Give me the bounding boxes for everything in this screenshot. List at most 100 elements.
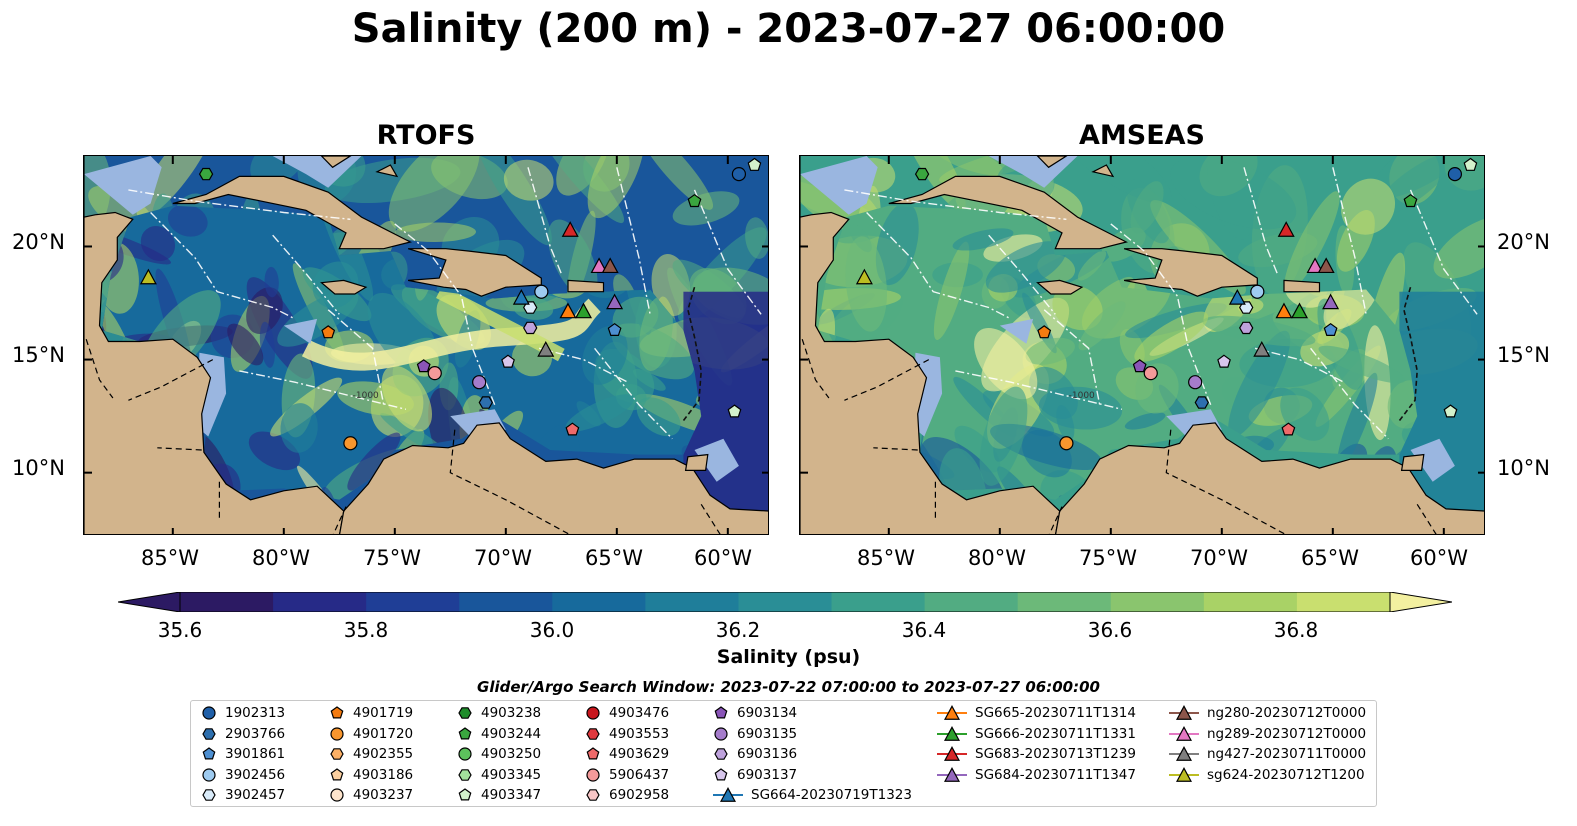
argo-float-marker	[1037, 325, 1052, 339]
colorbar-tick-label: 36.8	[1273, 618, 1319, 642]
pentagon-icon	[202, 747, 216, 760]
legend-marker	[943, 705, 961, 720]
hexagon-icon	[202, 727, 216, 740]
legend-label: 6903137	[737, 766, 798, 783]
hexagon-icon	[586, 727, 600, 740]
legend-label: 3901861	[225, 746, 286, 763]
legend-marker	[714, 706, 728, 719]
hexagon-icon	[330, 748, 344, 760]
argo-float-marker	[565, 422, 580, 436]
glider-marker	[575, 302, 593, 319]
lon-tick-label: 60°W	[694, 546, 752, 570]
argo-float-marker	[478, 396, 493, 409]
panel-title-amseas: AMSEAS	[1079, 120, 1205, 151]
legend-title: Glider/Argo Search Window: 2023-07-22 07…	[477, 678, 1100, 696]
triangle-icon	[1169, 705, 1199, 720]
legend-item: 6903136	[713, 744, 797, 764]
legend-marker	[458, 768, 472, 781]
argo-float-marker	[343, 436, 358, 451]
legend-label: SG664-20230719T1323	[751, 787, 912, 804]
hexagon-icon	[202, 789, 216, 802]
circle-icon	[714, 726, 728, 741]
legend-marker	[1175, 725, 1193, 741]
argo-float-marker	[1188, 375, 1203, 390]
circle-icon	[330, 788, 344, 802]
legend-marker	[202, 747, 216, 760]
glider-marker	[512, 288, 530, 305]
legend-marker	[1175, 766, 1193, 782]
glider-marker	[1275, 302, 1293, 319]
legend-item: 6903134	[713, 703, 797, 723]
colorbar-graphic	[117, 591, 1453, 613]
legend-item: SG664-20230719T1323	[713, 785, 912, 805]
argo-float-marker	[1323, 322, 1338, 336]
legend-marker	[586, 768, 600, 782]
legend-label: ng427-20230711T0000	[1207, 746, 1367, 763]
colorbar-tick-label: 35.8	[343, 618, 389, 642]
argo-float-marker	[1143, 366, 1158, 381]
legend-label: 3902456	[225, 766, 286, 783]
triangle-icon	[713, 787, 743, 803]
legend-item: 6903137	[713, 765, 797, 785]
legend-label: 4903237	[353, 787, 414, 804]
argo-float-marker	[523, 321, 538, 335]
map-panel-rtofs: -1000	[83, 155, 769, 535]
lat-tick-label: 15°N	[1497, 343, 1550, 367]
legend-item: 4903238	[457, 703, 541, 723]
legend-item: 4903347	[457, 785, 541, 805]
pentagon-icon	[714, 768, 728, 781]
legend-item: 3902456	[201, 765, 285, 785]
legend-marker	[943, 725, 961, 741]
argo-float-marker	[1132, 359, 1147, 373]
triangle-icon	[937, 725, 967, 741]
triangle-icon	[1169, 746, 1199, 762]
circle-icon	[202, 706, 216, 720]
argo-float-marker	[1239, 321, 1254, 335]
hexagon-icon	[714, 748, 728, 760]
colorbar-tick-label: 36.6	[1087, 618, 1133, 642]
legend-label: 4903186	[353, 766, 414, 783]
circle-icon	[202, 768, 216, 782]
legend-label: SG683-20230713T1239	[975, 746, 1136, 763]
legend-label: 5906437	[609, 766, 670, 783]
hexagon-icon	[586, 789, 600, 802]
glider-marker	[1306, 257, 1324, 274]
hexagon-icon	[458, 768, 472, 781]
lon-tick-label: 65°W	[585, 546, 643, 570]
lat-tick-label: 15°N	[12, 343, 65, 367]
argo-float-marker	[1447, 166, 1463, 182]
legend-marker	[586, 706, 600, 720]
glider-marker	[1277, 221, 1295, 237]
triangle-icon	[1169, 725, 1199, 741]
argo-float-marker	[472, 375, 487, 390]
legend-label: 4901720	[353, 725, 414, 742]
legend-item: 4903629	[585, 744, 669, 764]
legend-item: SG683-20230713T1239	[937, 744, 1136, 764]
legend-item: sg624-20230712T1200	[1169, 765, 1365, 785]
legend-label: 6903134	[737, 705, 798, 721]
glider-marker	[855, 268, 873, 285]
legend-item: 4903476	[585, 703, 669, 723]
legend-marker	[330, 748, 344, 760]
legend-marker	[586, 747, 600, 760]
circle-icon	[330, 726, 344, 741]
legend-label: 4903629	[609, 746, 670, 763]
colorbar-label: Salinity (psu)	[716, 646, 861, 668]
argo-float-marker	[1250, 284, 1265, 299]
legend-label: 4901719	[353, 705, 414, 721]
legend-marker	[586, 727, 600, 740]
pentagon-icon	[714, 706, 728, 719]
lon-tick-label: 70°W	[1190, 546, 1248, 570]
lon-tick-label: 85°W	[141, 546, 199, 570]
legend-label: 4903238	[481, 705, 542, 721]
legend-marker	[943, 746, 961, 762]
legend-item: 2903766	[201, 724, 285, 744]
argo-float-marker	[607, 322, 622, 336]
pentagon-icon	[458, 788, 472, 801]
panel-title-rtofs: RTOFS	[376, 120, 476, 151]
argo-float-marker	[914, 167, 930, 181]
legend-item: 4903345	[457, 765, 541, 785]
legend-label: SG684-20230711T1347	[975, 766, 1136, 783]
legend-item: 5906437	[585, 765, 669, 785]
legend-item: 6902958	[585, 785, 669, 805]
